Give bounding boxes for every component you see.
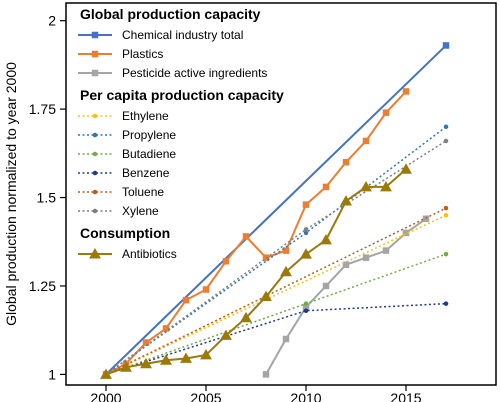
series-point-9	[160, 354, 172, 365]
series-line-0	[105, 44, 447, 376]
x-tick-label: 2015	[390, 390, 421, 402]
legend-swatch-marker	[92, 208, 98, 214]
series-point-2	[362, 254, 370, 261]
legend-entry: Pesticide active ingredients	[122, 66, 267, 80]
series-point-9	[380, 180, 392, 192]
legend-heading: Per capita production capacity	[80, 87, 284, 103]
series-point-9	[260, 290, 272, 302]
series-line-6	[105, 302, 447, 376]
series-point-9	[140, 357, 152, 369]
series-line-7	[105, 207, 447, 376]
legend-swatch-marker	[89, 248, 101, 259]
series-point-5	[303, 301, 309, 306]
series-point-9	[180, 352, 192, 363]
series-point-5	[443, 251, 449, 257]
legend-entry: Antibiotics	[122, 247, 177, 261]
series-point-9	[220, 329, 232, 340]
series-point-2	[262, 371, 270, 378]
series-line-9	[105, 168, 407, 376]
series-point-9	[400, 163, 412, 174]
series-point-9	[320, 234, 332, 245]
series-point-4	[303, 230, 309, 236]
series-point-9	[120, 361, 132, 372]
series-point-1	[402, 88, 410, 95]
y-tick-label: 1.75	[29, 101, 56, 117]
series-point-9	[200, 348, 212, 360]
legend-swatch-marker	[92, 113, 98, 119]
series-point-9	[240, 311, 252, 323]
series-point-0	[442, 42, 450, 49]
series-point-1	[142, 339, 150, 346]
legend-entry: Toluene	[122, 185, 164, 199]
y-tick-label: 1.5	[37, 190, 57, 206]
series-point-1	[302, 201, 310, 208]
legend-entry: Ethylene	[122, 109, 169, 123]
series-point-3	[443, 212, 449, 218]
series-point-4	[443, 124, 449, 130]
legend-entry: Xylene	[122, 204, 159, 218]
series-point-7	[443, 205, 449, 211]
series-point-8	[303, 227, 309, 232]
x-tick-label: 2005	[190, 390, 221, 402]
series-point-1	[282, 247, 290, 254]
series-line-8	[105, 140, 447, 375]
series-point-2	[342, 261, 350, 268]
legend-swatch-marker	[91, 50, 99, 58]
legend-swatch-marker	[92, 170, 98, 176]
x-tick-label: 2010	[290, 390, 321, 402]
series-point-2	[382, 247, 390, 254]
series-point-2	[282, 335, 290, 343]
legend-swatch-marker	[91, 69, 99, 77]
series-point-6	[303, 308, 309, 313]
legend-heading: Global production capacity	[80, 6, 261, 22]
plot-frame	[65, 2, 497, 386]
series-point-2	[322, 282, 330, 290]
series-point-1	[242, 233, 250, 240]
series-point-6	[443, 301, 449, 306]
legend-swatch-marker	[92, 132, 98, 138]
x-tick-label: 2000	[90, 390, 121, 402]
legend-entry: Butadiene	[122, 147, 176, 161]
legend-entry: Benzene	[122, 166, 170, 180]
series-point-1	[222, 257, 230, 265]
series-point-1	[322, 183, 330, 191]
series-line-1	[105, 90, 407, 376]
y-tick-label: 2	[48, 13, 56, 29]
series-point-1	[162, 325, 170, 332]
series-point-1	[202, 286, 210, 293]
series-point-9	[100, 368, 112, 379]
y-tick-label: 1	[48, 366, 56, 382]
series-point-9	[280, 265, 292, 277]
series-point-9	[340, 195, 352, 206]
y-axis-title: Global production normalized to year 200…	[3, 62, 19, 326]
series-point-1	[182, 296, 190, 304]
legend-swatch-marker	[92, 189, 98, 195]
legend-entry: Plastics	[122, 47, 163, 61]
series-point-1	[362, 137, 370, 145]
series-point-1	[342, 158, 350, 166]
series-point-8	[443, 138, 449, 144]
series-point-9	[300, 248, 312, 259]
legend-heading: Consumption	[80, 225, 170, 241]
legend-entry: Chemical industry total	[122, 28, 243, 42]
legend-swatch-marker	[92, 151, 98, 157]
series-point-2	[302, 303, 310, 311]
legend-entry: Propylene	[122, 128, 176, 142]
legend-swatch-marker	[91, 31, 99, 39]
series-point-9	[360, 180, 372, 192]
series-point-2	[402, 229, 410, 237]
series-point-1	[382, 109, 390, 116]
y-tick-label: 1.25	[29, 278, 56, 294]
